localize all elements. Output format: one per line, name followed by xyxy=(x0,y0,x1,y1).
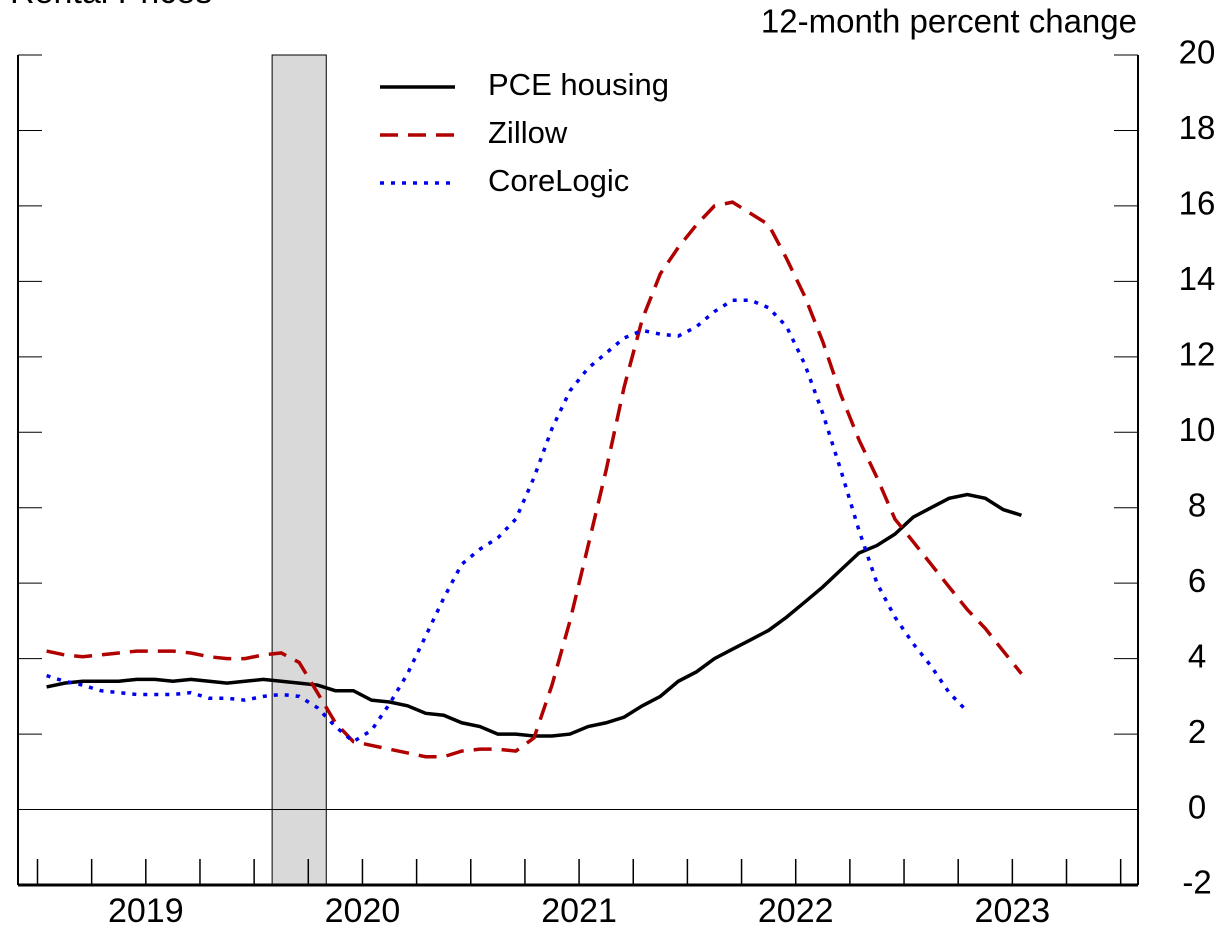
recession-shading xyxy=(271,54,327,886)
x-tick-label: 2022 xyxy=(758,892,834,930)
legend-label: CoreLogic xyxy=(488,163,629,198)
legend-label: PCE housing xyxy=(488,67,669,102)
y-tick-label: -2 xyxy=(1182,864,1211,901)
y-tick-label: 16 xyxy=(1179,185,1216,222)
y-tick-label: 2 xyxy=(1188,713,1206,750)
y-tick-label: 6 xyxy=(1188,562,1206,599)
y-tick-label: 12 xyxy=(1179,336,1216,373)
series-line xyxy=(46,200,1023,759)
x-tick-label: 2021 xyxy=(541,892,617,930)
chart-title: Rental Prices xyxy=(10,0,212,11)
x-tick-label: 2019 xyxy=(108,892,184,930)
y-tick-label: 14 xyxy=(1179,260,1216,297)
y-tick-label: 8 xyxy=(1188,486,1206,523)
y-tick-label: 0 xyxy=(1188,788,1206,825)
x-tick-label: 2023 xyxy=(975,892,1051,930)
legend-label: Zillow xyxy=(488,115,568,150)
y-axis-label: 12-month percent change xyxy=(761,3,1137,40)
x-tick-label: 2020 xyxy=(325,892,401,930)
y-tick-label: 18 xyxy=(1179,109,1216,146)
series-line xyxy=(46,298,969,744)
y-tick-label: 4 xyxy=(1188,637,1206,674)
y-tick-label: 20 xyxy=(1179,34,1216,71)
series-line xyxy=(46,492,1022,738)
y-tick-label: 10 xyxy=(1179,411,1216,448)
